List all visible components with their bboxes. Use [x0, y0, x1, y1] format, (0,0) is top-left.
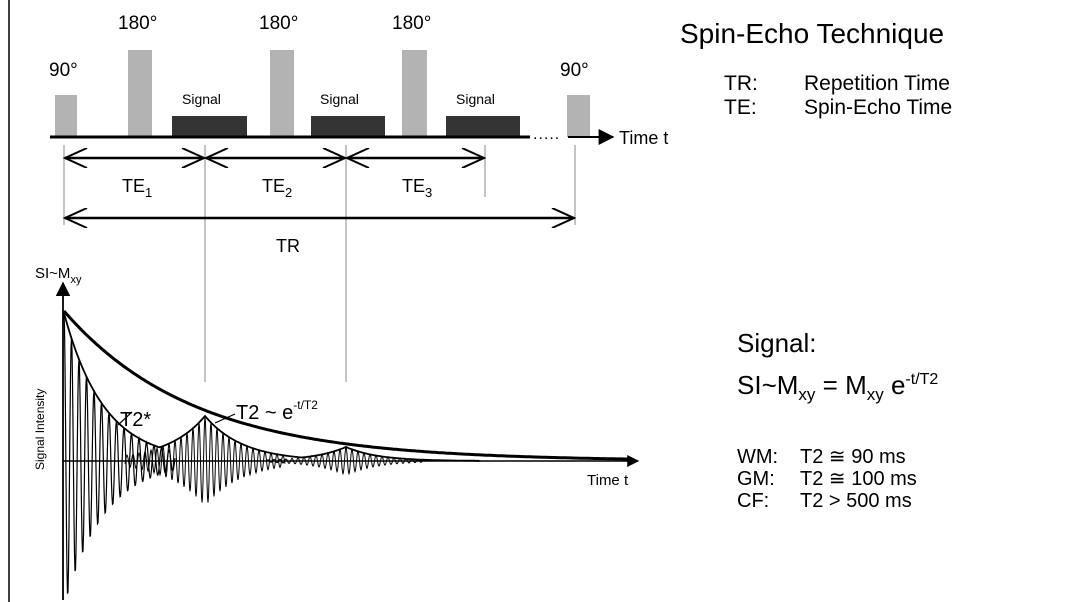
rf-pulse-180-third	[402, 50, 427, 137]
tr-label: TR	[276, 236, 300, 256]
tissue-row-gm: GM: T2 ≅ 100 ms	[737, 468, 917, 490]
x-axis-label: Time t	[587, 472, 629, 489]
echo-oscillation-curve	[124, 415, 427, 503]
t2star-label-leader	[117, 411, 133, 426]
legend-meaning: Spin-Echo Time	[804, 96, 953, 119]
pulse-label-180-second: 180°	[259, 13, 298, 34]
rf-pulse-180-first	[128, 50, 152, 137]
t2star-label: T2*	[120, 409, 151, 431]
interval-markers: TE1 TE2 TE3 TR	[64, 145, 575, 382]
rf-pulse-180-second	[270, 50, 294, 137]
tissue-name: WM:	[737, 446, 779, 468]
tissue-value: T2 ≅ 100 ms	[800, 468, 917, 490]
pulse-label-180-first: 180°	[118, 13, 157, 34]
tissue-name: CF:	[737, 490, 770, 512]
t2-star-envelope-curve	[63, 312, 480, 462]
rf-pulse-90-first	[55, 95, 77, 137]
legend-abbr: TE:	[724, 96, 757, 119]
te1-label: TE1	[122, 176, 152, 200]
t2-decay-curve	[62, 310, 632, 461]
pulse-label-180-third: 180°	[392, 13, 431, 34]
tissue-row-wm: WM: T2 ≅ 90 ms	[737, 446, 917, 468]
legend-row-tr: TR: Repetition Time	[724, 72, 952, 96]
t2-label: T2 ~ e-t/T2	[236, 398, 318, 424]
tissue-value: T2 ≅ 90 ms	[800, 446, 906, 468]
signal-block-third	[446, 116, 520, 137]
time-axis-label: Time t	[619, 128, 668, 148]
signal-block-second	[311, 116, 385, 137]
fid-oscillation-curve	[63, 312, 176, 594]
pulse-label-90-second: 90°	[560, 60, 589, 81]
signal-block-first	[172, 116, 247, 137]
signal-label-first: Signal	[182, 91, 221, 107]
y-axis-rotated-label: Signal Intensity	[33, 389, 47, 470]
abbreviation-legend: TR: Repetition Time TE: Spin-Echo Time	[724, 72, 952, 120]
tissue-name: GM:	[737, 468, 775, 490]
legend-meaning: Repetition Time	[804, 72, 950, 95]
tissue-value: T2 > 500 ms	[800, 490, 912, 512]
diagram-title: Spin-Echo Technique	[680, 18, 945, 49]
rf-pulse-90-second	[567, 95, 590, 137]
signal-label-third: Signal	[456, 91, 495, 107]
tissue-row-cf: CF: T2 > 500 ms	[737, 490, 917, 512]
signal-label-second: Signal	[320, 91, 359, 107]
decay-plot: SI~Mxy Signal Intensity Time t T2* T2 ~ …	[33, 265, 640, 600]
legend-row-te: TE: Spin-Echo Time	[724, 96, 952, 120]
te2-label: TE2	[262, 176, 292, 200]
y-axis-label: SI~Mxy	[35, 265, 82, 286]
tissue-t2-values: WM: T2 ≅ 90 ms GM: T2 ≅ 100 ms CF: T2 > …	[737, 446, 917, 512]
legend-abbr: TR:	[724, 72, 758, 95]
signal-formula: SI~Mxy = Mxy e-t/T2	[737, 370, 939, 404]
signal-heading: Signal:	[737, 328, 817, 358]
te3-label: TE3	[402, 176, 432, 200]
pulse-sequence: ..... Time t 90° 180° 180° 180° 90° Sign…	[49, 13, 668, 148]
t2-label-leader	[214, 413, 236, 424]
sequence-ellipsis: .....	[533, 126, 560, 143]
pulse-label-90-first: 90°	[49, 60, 78, 81]
